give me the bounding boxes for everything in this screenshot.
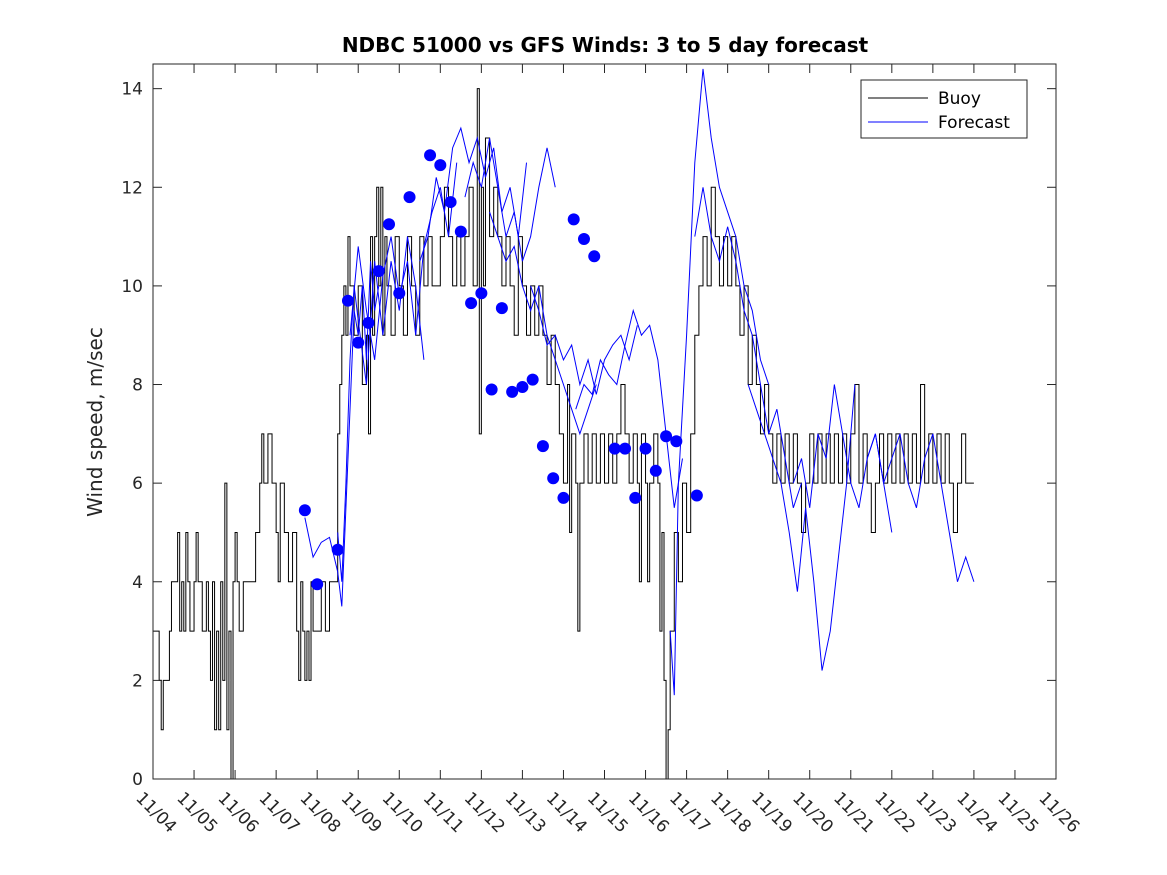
y-tick-label-0: 0 (132, 770, 143, 790)
y-tick-label-7: 14 (121, 80, 143, 100)
x-tick-label-21: 11/25 (993, 788, 1042, 837)
legend-box (860, 79, 1028, 139)
x-tick-label-18: 11/22 (870, 788, 919, 837)
forecast-marker-14 (465, 297, 478, 310)
series-forecast-run-0 (304, 261, 380, 607)
forecast-marker-29 (629, 491, 642, 504)
x-tick-label-20: 11/24 (952, 788, 1001, 837)
x-tick-label-0: 11/04 (131, 788, 180, 837)
forecast-marker-33 (670, 435, 683, 448)
legend-forecast-label: Forecast (938, 113, 1010, 133)
y-tick-label-4: 8 (132, 376, 143, 396)
x-tick-label-1: 11/05 (173, 788, 222, 837)
y-tick-label-3: 6 (132, 474, 143, 494)
forecast-marker-12 (444, 196, 457, 209)
forecast-marker-1 (311, 578, 324, 591)
forecast-marker-34 (690, 489, 703, 502)
forecast-marker-10 (424, 149, 437, 162)
forecast-marker-11 (434, 159, 447, 172)
forecast-marker-4 (352, 336, 365, 349)
x-tick-label-15: 11/19 (747, 788, 796, 837)
forecast-marker-23 (557, 491, 570, 504)
forecast-marker-16 (485, 383, 498, 396)
forecast-marker-19 (516, 380, 529, 393)
forecast-marker-3 (341, 294, 354, 307)
forecast-marker-2 (331, 543, 344, 556)
series-forecast-run-3 (419, 126, 528, 262)
x-tick-label-13: 11/17 (665, 788, 714, 837)
x-tick-label-2: 11/06 (214, 788, 263, 837)
x-tick-label-5: 11/09 (337, 788, 386, 837)
x-tick-label-10: 11/14 (542, 788, 591, 837)
forecast-marker-5 (362, 316, 375, 329)
forecast-marker-15 (475, 287, 488, 300)
y-tick-label-6: 12 (121, 178, 143, 198)
x-tick-label-4: 11/08 (296, 788, 345, 837)
series-forecast-run-7 (575, 308, 683, 508)
legend-buoy-label: Buoy (938, 89, 981, 109)
forecast-marker-7 (383, 218, 396, 231)
x-tick-label-8: 11/12 (460, 788, 509, 837)
forecast-marker-27 (608, 442, 621, 455)
forecast-marker-30 (639, 442, 652, 455)
x-tick-label-17: 11/21 (829, 788, 878, 837)
series-forecast-run-12 (866, 433, 975, 582)
y-tick-label-5: 10 (121, 277, 143, 297)
series-forecast-run-6 (530, 285, 638, 395)
forecast-marker-25 (577, 233, 590, 246)
forecast-marker-17 (495, 302, 508, 315)
x-tick-label-7: 11/11 (419, 788, 468, 837)
series-forecast-run-10 (747, 384, 856, 671)
forecast-marker-6 (372, 265, 385, 278)
forecast-marker-26 (588, 250, 601, 263)
chart-title: NDBC 51000 vs GFS Winds: 3 to 5 day fore… (342, 33, 869, 57)
x-tick-label-11: 11/15 (583, 788, 632, 837)
x-tick-label-19: 11/23 (911, 788, 960, 837)
y-axis-label: Wind speed, m/sec (83, 327, 107, 517)
forecast-marker-13 (454, 225, 467, 238)
y-tick-label-2: 4 (132, 573, 143, 593)
x-tick-label-6: 11/10 (378, 788, 427, 837)
x-tick-label-22: 11/26 (1034, 788, 1083, 837)
forecast-marker-0 (298, 504, 311, 517)
forecast-marker-24 (567, 213, 580, 226)
forecast-marker-31 (649, 464, 662, 477)
forecast-marker-20 (526, 373, 539, 386)
legend: Buoy Forecast (860, 79, 1028, 139)
forecast-marker-28 (619, 442, 632, 455)
x-tick-label-14: 11/18 (706, 788, 755, 837)
forecast-marker-8 (393, 287, 406, 300)
series-forecast-run-8 (669, 68, 770, 696)
series-forecast-run-9 (694, 187, 802, 508)
series-forecast-run-5 (489, 211, 597, 436)
axes: 0 2 4 6 8 10 12 14 11/0411/0511/0611/0711/0811/0… (121, 63, 1083, 837)
x-tick-label-3: 11/07 (255, 788, 304, 837)
x-tick-label-16: 11/20 (788, 788, 837, 837)
forecast-marker-18 (506, 385, 519, 398)
x-tick-label-12: 11/16 (624, 788, 673, 837)
plot-area (153, 68, 975, 780)
forecast-marker-9 (403, 191, 416, 204)
series-forecast-run-4 (464, 137, 556, 262)
forecast-marker-21 (536, 440, 549, 453)
y-tick-label-1: 2 (132, 671, 143, 691)
forecast-marker-22 (547, 472, 560, 485)
x-tick-label-9: 11/13 (501, 788, 550, 837)
forecast-marker-32 (660, 430, 673, 443)
